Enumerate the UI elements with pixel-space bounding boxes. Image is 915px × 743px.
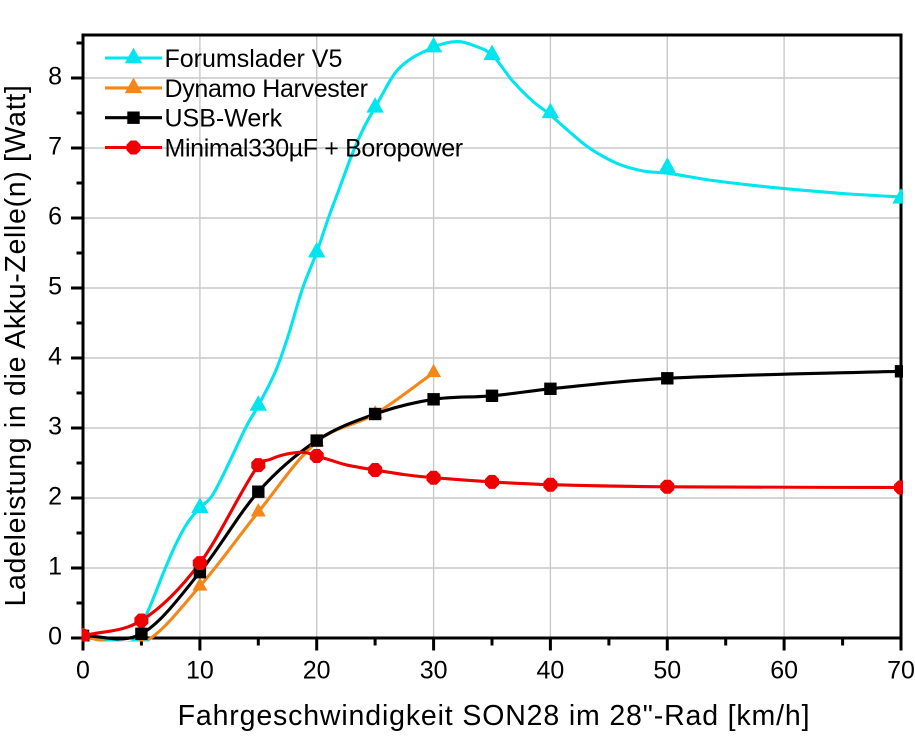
svg-text:60: 60 bbox=[770, 657, 798, 685]
svg-text:10: 10 bbox=[186, 657, 214, 685]
svg-text:0: 0 bbox=[76, 657, 90, 685]
svg-text:40: 40 bbox=[536, 657, 564, 685]
svg-text:1: 1 bbox=[48, 553, 62, 581]
svg-text:USB-Werk: USB-Werk bbox=[165, 105, 283, 133]
svg-text:7: 7 bbox=[48, 133, 62, 161]
svg-text:8: 8 bbox=[48, 63, 62, 91]
svg-text:50: 50 bbox=[653, 657, 681, 685]
svg-text:20: 20 bbox=[303, 657, 331, 685]
svg-text:6: 6 bbox=[48, 203, 62, 231]
svg-text:Minimal330µF + Boropower: Minimal330µF + Boropower bbox=[165, 134, 463, 162]
svg-text:5: 5 bbox=[48, 273, 62, 301]
svg-text:Forumslader V5: Forumslader V5 bbox=[165, 45, 343, 73]
svg-text:3: 3 bbox=[48, 413, 62, 441]
svg-text:Fahrgeschwindigkeit SON28 im 2: Fahrgeschwindigkeit SON28 im 28"-Rad [km… bbox=[178, 700, 811, 732]
svg-text:30: 30 bbox=[420, 657, 448, 685]
svg-text:70: 70 bbox=[887, 657, 915, 685]
svg-text:Ladeleistung in die Akku-Zelle: Ladeleistung in die Akku-Zelle(n) [Watt] bbox=[0, 85, 32, 607]
svg-text:2: 2 bbox=[48, 483, 62, 511]
svg-text:0: 0 bbox=[48, 623, 62, 651]
svg-text:Dynamo Harvester: Dynamo Harvester bbox=[165, 75, 368, 103]
svg-text:4: 4 bbox=[48, 343, 62, 371]
